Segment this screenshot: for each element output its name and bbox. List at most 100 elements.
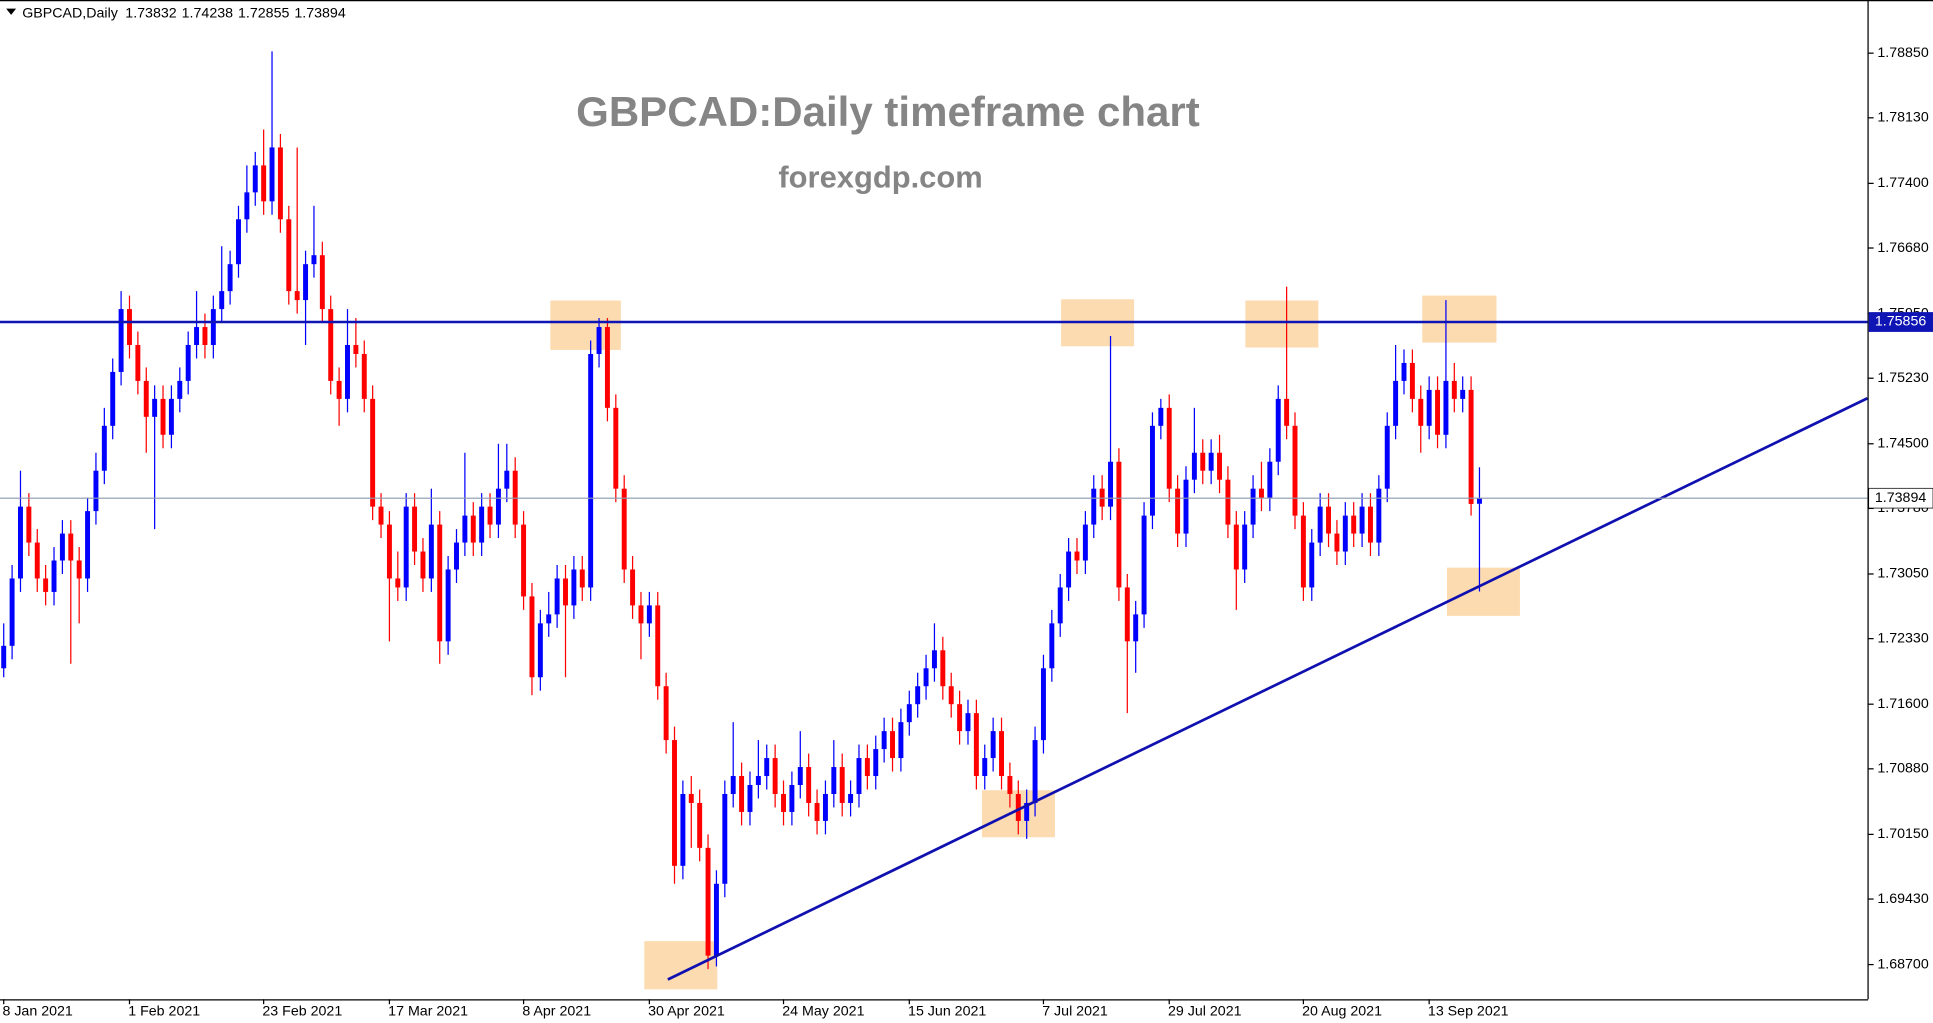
x-tick-label: 8 Apr 2021 xyxy=(522,1003,591,1019)
candle-body xyxy=(361,353,367,399)
candle-body xyxy=(822,793,828,821)
x-tick-label: 30 Apr 2021 xyxy=(648,1003,725,1019)
candle-body xyxy=(378,506,384,525)
candle-body xyxy=(814,802,820,821)
candle-body xyxy=(957,704,963,732)
candle-body xyxy=(1015,793,1021,821)
candle-body xyxy=(1242,524,1248,570)
y-tick-label: 1.77400 xyxy=(1877,175,1928,191)
candle-body xyxy=(772,758,778,794)
candle-body xyxy=(127,309,132,345)
x-tick-label: 23 Feb 2021 xyxy=(262,1003,342,1019)
candle-body xyxy=(898,722,904,759)
candle-body xyxy=(487,506,493,525)
candle-body xyxy=(1091,488,1097,525)
header-close: 1.73894 xyxy=(294,5,345,21)
candle-body xyxy=(797,767,803,786)
candle-body xyxy=(1443,380,1449,435)
candle-body xyxy=(806,767,812,803)
y-tick-label: 1.72330 xyxy=(1877,630,1928,646)
candle-body xyxy=(68,533,74,561)
candle-body xyxy=(202,327,208,345)
candle-body xyxy=(1367,506,1373,543)
candle-body xyxy=(76,560,82,579)
y-tick-label: 1.70150 xyxy=(1877,826,1928,842)
candle-body xyxy=(663,686,669,741)
candle-body xyxy=(1342,515,1348,552)
candle-body xyxy=(1384,425,1390,489)
candle-body xyxy=(672,740,677,866)
candle-body xyxy=(982,758,988,777)
candle-body xyxy=(1376,488,1382,543)
candle-body xyxy=(965,713,971,732)
candle-body xyxy=(931,650,937,669)
candle-body xyxy=(236,219,241,265)
candle-body xyxy=(152,398,158,417)
candle-body xyxy=(1250,488,1256,525)
candle-body xyxy=(973,713,979,777)
candle-body xyxy=(537,623,543,678)
candle-body xyxy=(294,291,300,301)
candle-body xyxy=(831,767,837,794)
trend-line xyxy=(667,396,1869,981)
candle-body xyxy=(579,569,585,588)
candle-body xyxy=(630,569,636,606)
highlight-box xyxy=(550,300,621,350)
candle-body xyxy=(1267,461,1273,498)
candle-body xyxy=(940,650,946,687)
candle-body xyxy=(227,264,233,292)
candle-body xyxy=(923,668,929,687)
candle-body xyxy=(739,776,745,812)
x-tick-label: 1 Feb 2021 xyxy=(128,1003,200,1019)
candle-body xyxy=(571,569,577,606)
candle-body xyxy=(454,542,459,570)
chart-title: GBPCAD:Daily timeframe chart xyxy=(576,88,1200,135)
candle-body xyxy=(890,731,895,759)
candle-body xyxy=(185,344,191,381)
x-tick-label: 24 May 2021 xyxy=(782,1003,864,1019)
candle-body xyxy=(286,219,292,292)
x-tick-label: 20 Aug 2021 xyxy=(1302,1003,1382,1019)
candle-body xyxy=(1300,515,1306,588)
candle-body xyxy=(1040,668,1046,741)
candle-body xyxy=(1393,380,1399,426)
candle-body xyxy=(177,380,183,399)
candle-body xyxy=(1217,452,1223,480)
candle-body xyxy=(1326,506,1332,534)
candle-body xyxy=(277,147,283,220)
candle-body xyxy=(764,758,770,777)
menu-triangle xyxy=(6,8,17,15)
candle-body xyxy=(1108,461,1114,507)
x-tick-label: 15 Jun 2021 xyxy=(908,1003,986,1019)
candle-body xyxy=(219,291,225,310)
candle-body xyxy=(93,470,99,512)
y-tick-label: 1.76680 xyxy=(1877,240,1928,256)
resistance-label: 1.75856 xyxy=(1875,314,1926,330)
header-open: 1.73832 xyxy=(125,5,176,21)
candle-body xyxy=(680,793,686,866)
header-high: 1.74238 xyxy=(182,5,233,21)
candle-body xyxy=(688,793,694,803)
candle-body xyxy=(839,767,845,803)
candle-body xyxy=(168,398,174,435)
y-tick-label: 1.70880 xyxy=(1877,761,1928,777)
x-tick-label: 8 Jan 2021 xyxy=(2,1003,72,1019)
candle-body xyxy=(1426,389,1432,426)
candle-body xyxy=(495,488,501,525)
candle-body xyxy=(1149,425,1155,516)
candle-body xyxy=(1124,587,1130,642)
candle-body xyxy=(1409,362,1415,399)
candle-body xyxy=(1468,389,1474,504)
candle-body xyxy=(1032,740,1038,803)
y-tick-label: 1.78130 xyxy=(1877,110,1928,126)
x-tick-label: 13 Sep 2021 xyxy=(1428,1003,1509,1019)
candle-body xyxy=(59,533,65,561)
candle-body xyxy=(85,511,91,579)
candle-body xyxy=(546,614,552,624)
candle-body xyxy=(1460,389,1466,399)
candle-body xyxy=(1175,488,1181,534)
candle-body xyxy=(1183,479,1189,534)
candle-body xyxy=(479,506,485,543)
